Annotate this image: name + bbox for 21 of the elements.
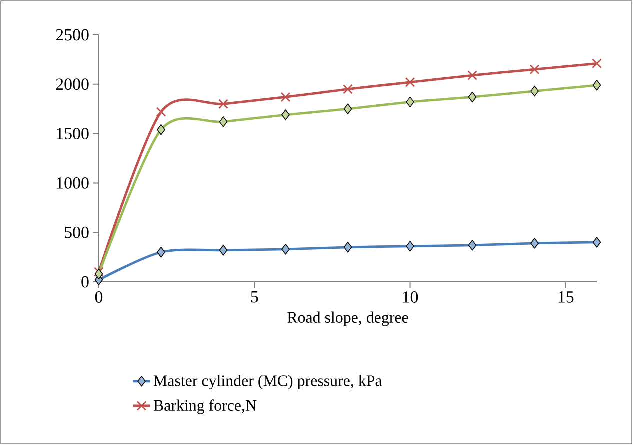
y-tick-label: 1500: [57, 128, 89, 140]
y-tick-label: 2500: [56, 29, 89, 41]
x-tick-label: 15: [558, 292, 574, 303]
point: [530, 64, 540, 75]
point: [468, 70, 478, 80]
x-tick-label: 0: [95, 292, 103, 303]
y-tick-label: 0: [82, 276, 89, 288]
point: [343, 84, 353, 94]
x-axis-title: Road slope, degree: [288, 312, 408, 326]
x-tick-label: 5: [251, 292, 258, 303]
point: [405, 77, 416, 88]
y-tick-label: 1000: [57, 177, 89, 189]
x-tick-label: 10: [403, 292, 418, 303]
y-tick-label: 2000: [56, 78, 89, 90]
y-tick-label: 500: [65, 226, 89, 238]
point: [592, 58, 602, 69]
point: [280, 92, 291, 102]
legend-label: Master cylinder (MC) pressure, kPa: [154, 375, 382, 390]
legend-label: Barking force,N: [154, 400, 257, 414]
point: [156, 107, 166, 118]
point: [218, 99, 228, 110]
